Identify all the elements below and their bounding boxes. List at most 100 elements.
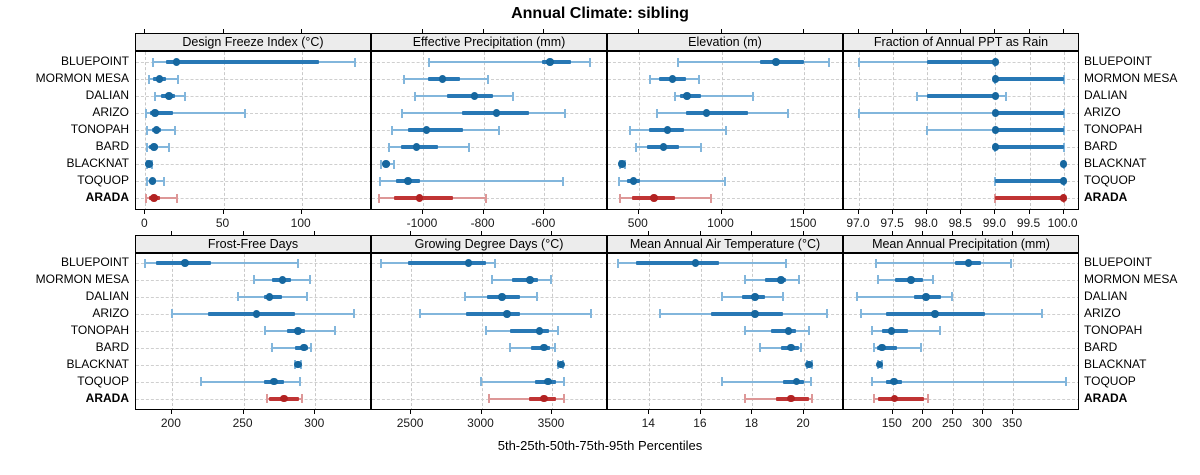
whisker-cap <box>872 343 875 353</box>
whisker-cap <box>1062 108 1065 118</box>
whisker-cap <box>487 74 490 84</box>
x-tick-label: 99.5 <box>1016 216 1041 230</box>
site-label-tonopah: TONOPAH <box>70 322 129 337</box>
x-tick-label: 3500 <box>537 416 565 430</box>
whisker-cap <box>808 326 811 336</box>
median-dot-bard <box>991 143 1000 151</box>
whisker-toquop <box>872 380 1066 383</box>
whisker-cap <box>697 74 700 84</box>
x-axis-tick <box>1012 410 1014 414</box>
row-guide <box>372 364 606 366</box>
site-label-dalian: DALIAN <box>85 288 129 303</box>
whisker-cap <box>618 193 621 203</box>
site-label-bard: BARD <box>95 139 129 153</box>
x-tick-label: -600 <box>531 216 556 230</box>
x-axis-tick-top <box>1028 29 1030 33</box>
median-dot-arada <box>280 394 288 403</box>
whisker-cap <box>152 57 155 67</box>
x-axis-tick <box>952 410 953 414</box>
median-dot-mormon-mesa <box>668 75 677 83</box>
x-axis-tick <box>803 210 805 214</box>
site-label-bard: BARD <box>1084 139 1118 153</box>
median-dot-arada <box>540 394 548 403</box>
x-tick-label: 99.0 <box>982 216 1007 230</box>
iqr-bar-tonopah <box>510 328 550 333</box>
median-dot-tonopah <box>663 126 672 134</box>
x-axis-tick-top <box>410 231 412 235</box>
whisker-cap <box>484 326 487 336</box>
whisker-cap <box>400 108 403 118</box>
row-guide <box>136 164 370 165</box>
whisker-cap <box>264 326 267 336</box>
row-guide <box>136 79 370 80</box>
iqr-bar-bluepoint <box>636 261 719 265</box>
median-dot-blacknat <box>557 360 565 369</box>
whisker-cap <box>170 309 173 319</box>
whisker-cap <box>199 377 202 387</box>
site-label-mormon-mesa: MORMON MESA <box>1084 71 1178 85</box>
gridline-vertical <box>315 254 317 409</box>
whisker-cap <box>153 91 156 101</box>
whisker-cap <box>493 258 496 268</box>
median-dot-mormon-mesa <box>278 276 287 284</box>
median-dot-bluepoint <box>181 259 189 267</box>
iqr-bar-dalian <box>680 94 702 98</box>
whisker-cap <box>145 108 148 118</box>
whisker-cap <box>353 57 356 67</box>
x-axis-tick-top <box>314 231 316 235</box>
row-guide <box>608 398 842 400</box>
whisker-cap <box>557 326 560 336</box>
whisker-cap <box>720 292 723 302</box>
x-axis-tick-top <box>982 231 984 235</box>
site-label-bard: BARD <box>1084 339 1118 354</box>
row-guide <box>608 330 842 332</box>
x-tick-label: 1500 <box>789 216 817 230</box>
whisker-cap <box>617 258 620 268</box>
x-axis-tick <box>300 210 302 214</box>
whisker-cap <box>265 394 268 403</box>
site-label-arada: ARADA <box>85 390 129 405</box>
whisker-cap <box>497 125 500 135</box>
gridline-vertical <box>859 52 860 209</box>
median-dot-bluepoint <box>546 58 554 66</box>
row-guide <box>136 364 370 366</box>
x-axis-tick <box>858 210 859 214</box>
site-label-bluepoint: BLUEPOINT <box>1084 54 1153 68</box>
whisker-cap <box>658 309 661 319</box>
x-axis-tick <box>803 410 804 414</box>
gridline-vertical <box>552 254 553 409</box>
x-tick-label: 20 <box>796 416 810 430</box>
row-guide <box>844 398 1078 400</box>
iqr-bar-bluepoint <box>541 60 572 64</box>
whisker-cap <box>562 377 565 387</box>
site-label-tonopah: TONOPAH <box>70 122 129 136</box>
x-tick-label: -1000 <box>406 216 438 230</box>
iqr-bar-bluepoint <box>760 60 805 64</box>
x-tick-label: 150 <box>881 416 902 430</box>
median-dot-blacknat <box>805 360 813 369</box>
x-axis-tick-top <box>803 29 805 33</box>
whisker-cap <box>145 176 148 186</box>
x-axis-tick <box>648 410 650 414</box>
site-label-bluepoint: BLUEPOINT <box>60 54 129 68</box>
panel-strip-growing-degree-days: Growing Degree Days (°C) <box>371 235 607 253</box>
median-dot-mormon-mesa <box>991 75 1000 83</box>
median-dot-blacknat <box>875 360 884 369</box>
iqr-bar-arizo <box>686 111 749 115</box>
row-guide <box>844 147 1078 148</box>
row-guide <box>844 279 1078 281</box>
median-dot-tonopah <box>991 126 1000 134</box>
median-dot-bluepoint <box>991 58 1000 66</box>
median-dot-bard <box>787 343 795 352</box>
median-dot-arizo <box>252 310 261 318</box>
whisker-cap <box>648 74 651 84</box>
median-dot-bard <box>412 143 420 151</box>
whisker-cap <box>871 377 874 387</box>
whisker-cap <box>379 176 382 186</box>
median-dot-tonopah <box>152 126 161 134</box>
whisker-cap <box>418 309 421 319</box>
whisker-cap <box>858 108 860 118</box>
whisker-toquop <box>480 380 564 383</box>
iqr-bar-tonopah <box>770 328 797 333</box>
iqr-bar-mormon-mesa <box>995 77 1064 81</box>
